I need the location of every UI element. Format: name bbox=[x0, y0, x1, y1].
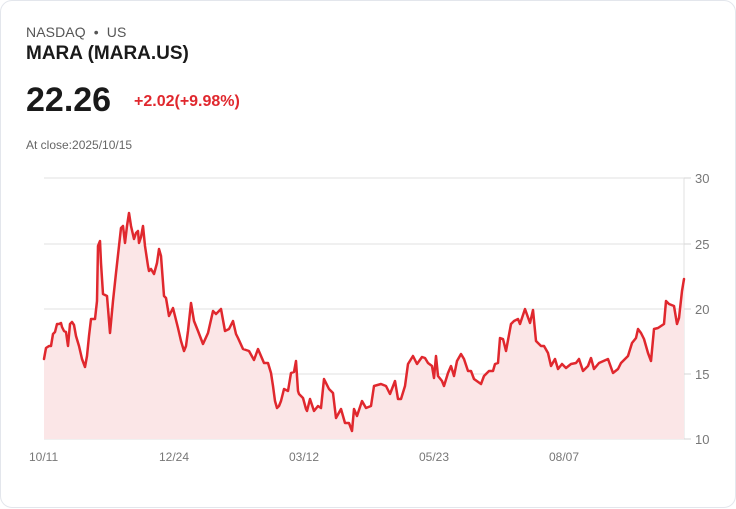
stock-name: MARA (MARA.US) bbox=[26, 43, 189, 64]
exchange-label: NASDAQ • US bbox=[26, 24, 126, 40]
y-tick-label: 25 bbox=[695, 237, 709, 252]
price-change: +2.02(+9.98%) bbox=[134, 93, 240, 110]
x-tick-label: 10/11 bbox=[29, 450, 58, 464]
x-tick-label: 08/07 bbox=[549, 450, 579, 464]
y-axis: 30 25 20 15 10 bbox=[695, 171, 709, 447]
exchange-name: NASDAQ bbox=[26, 24, 86, 40]
x-axis: 10/11 12/24 03/12 05/23 08/07 bbox=[29, 450, 579, 464]
price-line bbox=[42, 211, 686, 433]
separator-dot: • bbox=[93, 24, 99, 40]
x-tick-label: 03/12 bbox=[289, 450, 319, 464]
y-tick-label: 15 bbox=[695, 367, 709, 382]
y-tick-label: 20 bbox=[695, 302, 709, 317]
region-label: US bbox=[106, 24, 127, 40]
stock-price: 22.26 bbox=[26, 81, 112, 119]
close-date: At close:2025/10/15 bbox=[26, 138, 133, 152]
y-tick-label: 10 bbox=[695, 432, 709, 447]
price-area-fill bbox=[44, 213, 684, 439]
x-tick-label: 05/23 bbox=[419, 450, 449, 464]
y-tick-label: 30 bbox=[695, 171, 709, 186]
x-tick-label: 12/24 bbox=[159, 450, 189, 464]
